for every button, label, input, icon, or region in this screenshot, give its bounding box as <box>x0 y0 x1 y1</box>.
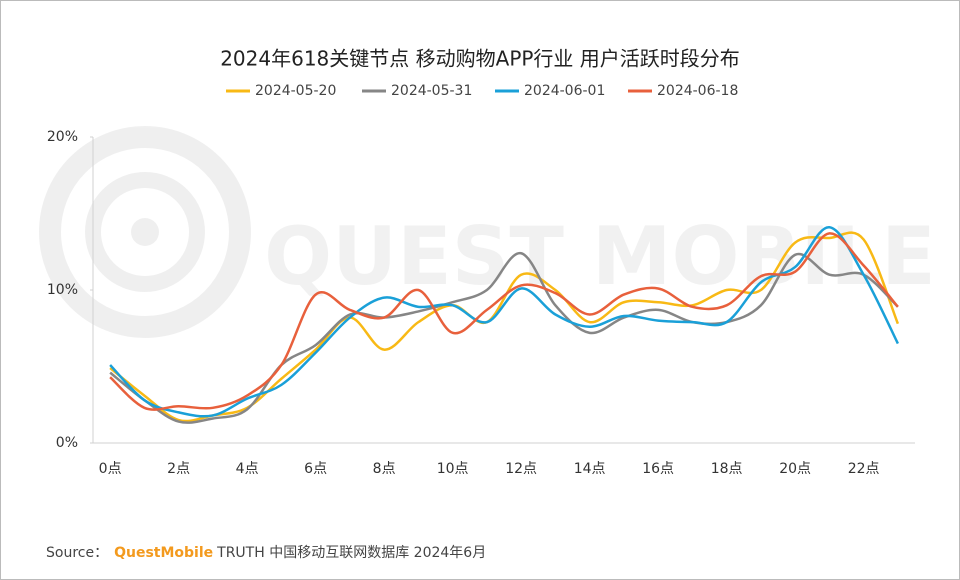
series-line <box>109 232 899 411</box>
source-brand: QuestMobile <box>114 545 213 561</box>
x-tick-label: 16点 <box>642 461 674 477</box>
x-tick-label: 2点 <box>167 461 190 477</box>
x-tick-label: 8点 <box>373 461 396 477</box>
x-tick-label: 4点 <box>236 461 259 477</box>
x-tick-label: 6点 <box>304 461 327 477</box>
chart-title: 2024年618关键节点 移动购物APP行业 用户活跃时段分布 <box>220 47 740 71</box>
source: Source： QuestMobile TRUTH 中国移动互联网数据库 2024年… <box>46 545 486 561</box>
x-tick-label: 14点 <box>574 461 606 477</box>
y-tick-label: 10% <box>47 282 78 298</box>
series-line <box>109 252 899 424</box>
watermark: QUEST MOBILE <box>264 210 936 303</box>
x-tick-label: 0点 <box>99 461 122 477</box>
legend-label: 2024-06-01 <box>524 83 605 99</box>
y-tick-label: 20% <box>47 129 78 145</box>
source-prefix: Source： <box>46 545 108 561</box>
x-tick-label: 22点 <box>848 461 880 477</box>
x-tick-label: 20点 <box>779 461 811 477</box>
x-tick-label: 18点 <box>711 461 743 477</box>
legend-label: 2024-05-20 <box>255 83 336 99</box>
x-tick-label: 12点 <box>505 461 537 477</box>
series-line <box>109 226 899 418</box>
legend-label: 2024-05-31 <box>391 83 472 99</box>
source-text: TRUTH 中国移动互联网数据库 2024年6月 <box>216 545 486 561</box>
y-tick-label: 0% <box>56 435 78 451</box>
legend-label: 2024-06-18 <box>657 83 738 99</box>
x-tick-label: 10点 <box>437 461 469 477</box>
